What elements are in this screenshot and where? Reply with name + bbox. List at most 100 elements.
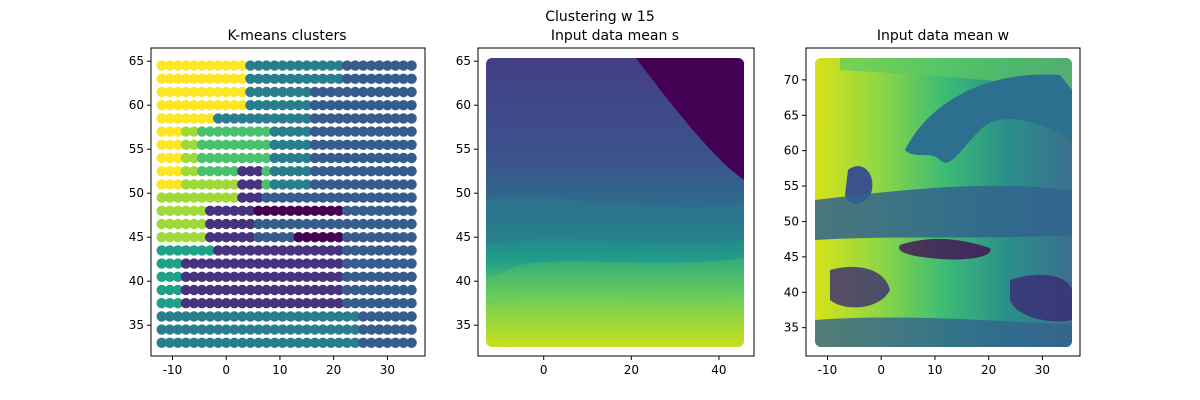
cluster-point xyxy=(325,218,337,230)
cluster-point xyxy=(325,324,337,335)
cluster-point xyxy=(164,179,175,190)
cluster-point xyxy=(301,126,312,137)
cluster-point xyxy=(358,166,369,177)
cluster-point xyxy=(188,86,200,98)
cluster-point xyxy=(374,113,385,124)
cluster-point xyxy=(196,152,208,164)
cluster-point xyxy=(301,284,312,296)
cluster-point xyxy=(253,113,264,124)
cluster-point xyxy=(156,298,167,309)
y-tick-label: 65 xyxy=(784,108,799,122)
cluster-point xyxy=(382,113,393,124)
cluster-point xyxy=(366,298,377,309)
cluster-point xyxy=(301,73,312,85)
cluster-point xyxy=(406,86,417,98)
cluster-point xyxy=(213,139,224,150)
cluster-point xyxy=(398,60,409,71)
cluster-point xyxy=(406,337,417,348)
cluster-point xyxy=(237,337,248,348)
cluster-point xyxy=(366,126,377,137)
cluster-point xyxy=(293,86,304,98)
cluster-point xyxy=(172,166,184,177)
cluster-point xyxy=(317,86,329,98)
y-tick-label: 60 xyxy=(456,98,471,112)
cluster-point xyxy=(196,126,208,137)
cluster-point xyxy=(204,139,216,150)
cluster-point xyxy=(196,73,208,85)
mean-s-nodata-region xyxy=(636,58,744,180)
cluster-point xyxy=(301,100,312,111)
cluster-point xyxy=(196,284,208,296)
cluster-point xyxy=(309,232,321,243)
y-tick-label: 50 xyxy=(456,186,471,200)
cluster-point xyxy=(213,100,224,111)
cluster-point xyxy=(261,166,272,177)
cluster-point xyxy=(213,298,224,309)
cluster-point xyxy=(253,271,264,282)
cluster-point xyxy=(196,113,208,124)
cluster-point xyxy=(317,324,329,335)
cluster-point xyxy=(213,86,224,98)
cluster-point xyxy=(156,245,167,256)
cluster-point xyxy=(366,139,377,150)
cluster-point xyxy=(366,113,377,124)
cluster-point xyxy=(366,179,377,190)
cluster-point xyxy=(229,232,240,243)
cluster-point xyxy=(350,179,361,190)
cluster-point xyxy=(317,179,329,190)
cluster-point xyxy=(213,218,224,230)
cluster-point xyxy=(188,126,200,137)
cluster-point xyxy=(180,166,192,177)
cluster-point xyxy=(180,271,192,282)
cluster-point xyxy=(156,152,167,164)
cluster-point xyxy=(398,166,409,177)
figure-title: Clustering w 15 xyxy=(545,9,655,25)
cluster-point xyxy=(269,192,280,203)
cluster-point xyxy=(180,126,192,137)
cluster-point xyxy=(164,245,175,256)
cluster-point xyxy=(293,166,304,177)
cluster-point xyxy=(277,113,288,124)
axes-ticks-mean-w: -10 0 10 20 30 35 40 45 50 55 60 65 70 xyxy=(784,73,1050,377)
cluster-point xyxy=(164,324,175,335)
mean-w-anatolia xyxy=(1010,274,1072,322)
cluster-point xyxy=(237,205,248,216)
cluster-point xyxy=(285,298,296,309)
cluster-point xyxy=(285,337,296,348)
cluster-point xyxy=(285,324,296,335)
cluster-point xyxy=(390,337,401,348)
cluster-point xyxy=(164,232,175,243)
cluster-point xyxy=(188,100,200,111)
cluster-point xyxy=(269,311,280,322)
axes-frame-kmeans xyxy=(150,47,426,357)
cluster-point xyxy=(293,100,304,111)
x-tick-label: 10 xyxy=(927,363,942,377)
cluster-point xyxy=(172,258,184,269)
cluster-point xyxy=(398,284,409,296)
cluster-point xyxy=(285,113,296,124)
cluster-point xyxy=(406,311,417,322)
cluster-point xyxy=(366,205,377,216)
cluster-point xyxy=(333,100,345,111)
cluster-point xyxy=(253,205,264,216)
cluster-point xyxy=(229,113,240,124)
cluster-point xyxy=(293,311,304,322)
cluster-point xyxy=(180,100,192,111)
x-tick-label: 0 xyxy=(222,363,230,377)
cluster-point xyxy=(180,232,192,243)
cluster-point xyxy=(188,192,200,203)
cluster-point xyxy=(301,324,312,335)
cluster-point xyxy=(204,218,216,230)
cluster-point xyxy=(277,271,288,282)
cluster-point xyxy=(293,218,304,230)
cluster-point xyxy=(188,166,200,177)
cluster-point xyxy=(204,205,216,216)
mean-w-south xyxy=(815,317,1072,347)
cluster-point xyxy=(261,245,272,256)
cluster-point xyxy=(245,192,256,203)
cluster-point xyxy=(374,139,385,150)
cluster-point xyxy=(188,218,200,230)
cluster-point xyxy=(398,324,409,335)
cluster-point xyxy=(382,232,393,243)
cluster-point xyxy=(180,139,192,150)
